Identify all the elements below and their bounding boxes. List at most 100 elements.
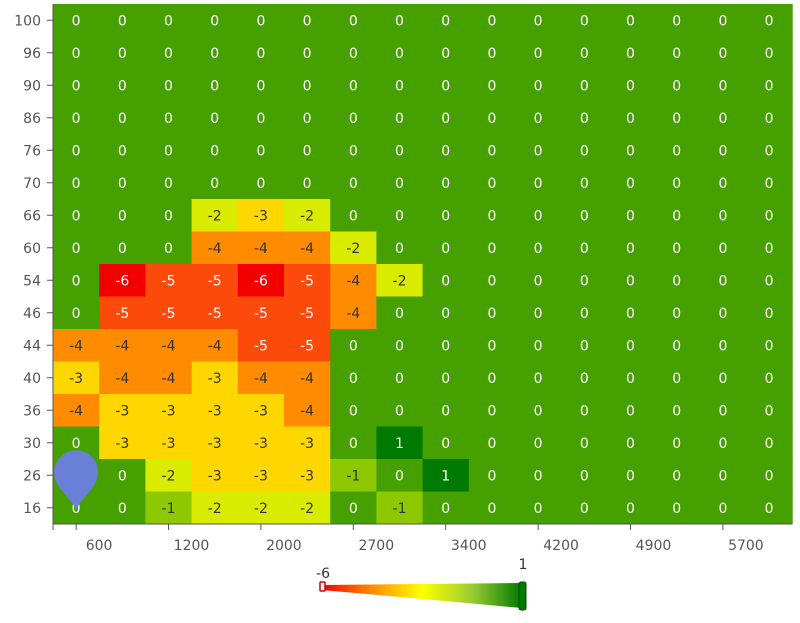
heatmap-cell[interactable] [422, 491, 470, 525]
heatmap-cell[interactable] [330, 199, 377, 232]
heatmap-cell[interactable] [699, 329, 747, 362]
heatmap-cell[interactable] [284, 4, 331, 37]
heatmap-cell[interactable] [561, 264, 608, 297]
heatmap-cell[interactable] [699, 296, 747, 330]
heatmap-cell[interactable] [468, 296, 516, 330]
heatmap-cell[interactable] [607, 166, 655, 200]
heatmap-cell[interactable] [515, 231, 562, 265]
heatmap-cell[interactable] [330, 36, 377, 70]
heatmap-cell[interactable] [145, 264, 193, 297]
location-marker[interactable] [54, 450, 99, 511]
heatmap-cell[interactable] [699, 199, 747, 232]
heatmap-cell[interactable] [330, 231, 377, 265]
heatmap-cell[interactable] [237, 166, 285, 200]
heatmap-cell[interactable] [376, 329, 424, 362]
heatmap-cell[interactable] [99, 459, 146, 492]
heatmap-cell[interactable] [53, 231, 100, 265]
heatmap-cell[interactable] [330, 394, 377, 427]
heatmap-cell[interactable] [53, 361, 100, 395]
heatmap-cell[interactable] [653, 166, 701, 200]
map-pin-icon[interactable] [54, 450, 99, 511]
heatmap-cell[interactable] [330, 134, 377, 167]
heatmap-cell[interactable] [376, 166, 424, 200]
heatmap-cell[interactable] [561, 199, 608, 232]
heatmap-cell[interactable] [145, 166, 193, 200]
heatmap-cell[interactable] [237, 36, 285, 70]
heatmap-cell[interactable] [330, 69, 377, 102]
heatmap-cell[interactable] [99, 394, 146, 427]
heatmap-cell[interactable] [145, 394, 193, 427]
heatmap-cell[interactable] [515, 361, 562, 395]
heatmap-cell[interactable] [653, 459, 701, 492]
heatmap-cell[interactable] [468, 329, 516, 362]
legend-max-handle[interactable] [518, 581, 527, 611]
heatmap-cell[interactable] [422, 231, 470, 265]
heatmap-cell[interactable] [237, 296, 285, 330]
heatmap-cell[interactable] [746, 36, 793, 70]
heatmap-cell[interactable] [53, 69, 100, 102]
heatmap-cell[interactable] [422, 4, 470, 37]
heatmap-cell[interactable] [746, 296, 793, 330]
heatmap-cell[interactable] [746, 329, 793, 362]
heatmap-cell[interactable] [422, 36, 470, 70]
heatmap-cell[interactable] [376, 459, 424, 492]
heatmap-cell[interactable] [237, 329, 285, 362]
heatmap-cell[interactable] [653, 69, 701, 102]
heatmap-cell[interactable] [561, 394, 608, 427]
heatmap-cell[interactable] [607, 459, 655, 492]
heatmap-cell[interactable] [191, 361, 239, 395]
heatmap-cell[interactable] [468, 69, 516, 102]
heatmap-cell[interactable] [607, 69, 655, 102]
heatmap-cell[interactable] [237, 491, 285, 525]
heatmap-cell[interactable] [284, 296, 331, 330]
heatmap-cell[interactable] [746, 134, 793, 167]
heatmap-cell[interactable] [191, 329, 239, 362]
heatmap-cell[interactable] [284, 166, 331, 200]
heatmap-cell[interactable] [653, 264, 701, 297]
heatmap-cell[interactable] [145, 426, 193, 460]
heatmap-cell[interactable] [53, 134, 100, 167]
heatmap-cell[interactable] [515, 296, 562, 330]
heatmap-cell[interactable] [561, 134, 608, 167]
heatmap-cell[interactable] [99, 361, 146, 395]
heatmap-cell[interactable] [284, 199, 331, 232]
heatmap-cell[interactable] [191, 459, 239, 492]
heatmap-cell[interactable] [468, 361, 516, 395]
heatmap-cell[interactable] [376, 101, 424, 135]
heatmap-cell[interactable] [376, 36, 424, 70]
heatmap-cell[interactable] [99, 491, 146, 525]
heatmap-cell[interactable] [99, 296, 146, 330]
heatmap-cell[interactable] [607, 394, 655, 427]
heatmap-cell[interactable] [237, 69, 285, 102]
heatmap-cell[interactable] [561, 166, 608, 200]
heatmap-cell[interactable] [468, 4, 516, 37]
heatmap-cell[interactable] [607, 426, 655, 460]
heatmap-cell[interactable] [468, 199, 516, 232]
heatmap-cell[interactable] [237, 426, 285, 460]
heatmap-cell[interactable] [422, 459, 470, 492]
heatmap-cell[interactable] [330, 4, 377, 37]
heatmap-cell[interactable] [330, 101, 377, 135]
heatmap-cell[interactable] [53, 296, 100, 330]
heatmap-cell[interactable] [653, 491, 701, 525]
heatmap-cell[interactable] [653, 134, 701, 167]
heatmap-cell[interactable] [237, 394, 285, 427]
heatmap-cell[interactable] [746, 4, 793, 37]
heatmap-cell[interactable] [53, 329, 100, 362]
heatmap-cell[interactable] [561, 459, 608, 492]
heatmap-cell[interactable] [145, 199, 193, 232]
heatmap-cell[interactable] [699, 426, 747, 460]
heatmap-cell[interactable] [53, 101, 100, 135]
heatmap-cell[interactable] [284, 69, 331, 102]
heatmap-cell[interactable] [99, 264, 146, 297]
heatmap-cell[interactable] [376, 199, 424, 232]
heatmap-cell[interactable] [699, 394, 747, 427]
heatmap-cell[interactable] [53, 36, 100, 70]
heatmap-cell[interactable] [746, 101, 793, 135]
heatmap-cell[interactable] [607, 491, 655, 525]
heatmap-cell[interactable] [330, 296, 377, 330]
heatmap-cell[interactable] [699, 491, 747, 525]
heatmap-cell[interactable] [99, 166, 146, 200]
heatmap-cell[interactable] [53, 264, 100, 297]
heatmap-cell[interactable] [284, 361, 331, 395]
